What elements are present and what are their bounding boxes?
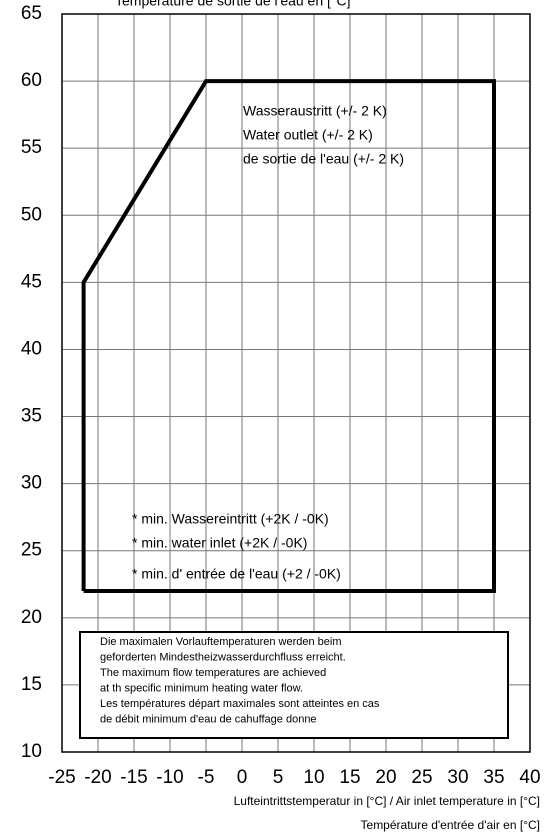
note-text: at th specific minimum heating water flo… <box>100 682 303 694</box>
y-tick-label: 65 <box>21 3 42 24</box>
y-tick-label: 35 <box>21 406 42 427</box>
note-text: Die maximalen Vorlauftemperaturen werden… <box>100 636 342 648</box>
x-tick-label: -15 <box>120 767 147 788</box>
plot-frame <box>61 13 531 753</box>
x-tick-label: 25 <box>411 767 432 788</box>
note-box <box>79 631 509 739</box>
chart-title: Température de sortie de l'eau en [°C] <box>115 0 351 9</box>
annotation: * min. Wassereintritt (+2K / -0K) <box>132 511 329 527</box>
x-tick-label: -10 <box>156 767 183 788</box>
annotation: Wasseraustritt (+/- 2 K) <box>243 103 387 119</box>
envelope-line <box>81 79 496 593</box>
y-tick-label: 60 <box>21 70 42 91</box>
x-tick-label: 10 <box>303 767 324 788</box>
y-tick-label: 15 <box>21 674 42 695</box>
annotation: * min. d' entrée de l'eau (+2 / -0K) <box>132 566 341 582</box>
y-tick-label: 55 <box>21 137 42 158</box>
y-tick-label: 50 <box>21 204 42 225</box>
note-text: Les températures départ maximales sont a… <box>100 698 380 710</box>
x-tick-label: -25 <box>48 767 75 788</box>
x-tick-label: 20 <box>375 767 396 788</box>
annotation: de sortie de l'eau (+/- 2 K) <box>243 151 404 167</box>
x-tick-label: -20 <box>84 767 111 788</box>
y-tick-label: 20 <box>21 607 42 628</box>
y-tick-label: 40 <box>21 338 42 359</box>
x-tick-label: 0 <box>237 767 248 788</box>
x-tick-label: 40 <box>519 767 540 788</box>
note-text: The maximum flow temperatures are achiev… <box>100 667 326 679</box>
note-text: geforderten Mindestheizwasserdurchfluss … <box>100 651 346 663</box>
annotation: Water outlet (+/- 2 K) <box>243 127 373 143</box>
y-tick-label: 30 <box>21 473 42 494</box>
note-text: de débit minimum d'eau de cahuffage donn… <box>100 713 317 725</box>
y-tick-label: 10 <box>21 741 42 762</box>
x-axis-label: Température d'entrée d'air en [°C] <box>361 818 540 832</box>
annotation: * min. water inlet (+2K / -0K) <box>132 535 307 551</box>
x-tick-label: 35 <box>483 767 504 788</box>
x-axis-label: Lufteintrittstemperatur in [°C] / Air in… <box>234 794 540 808</box>
x-tick-label: 15 <box>339 767 360 788</box>
y-tick-label: 25 <box>21 540 42 561</box>
x-tick-label: 5 <box>273 767 284 788</box>
y-tick-label: 45 <box>21 271 42 292</box>
x-tick-label: 30 <box>447 767 468 788</box>
x-tick-label: -5 <box>198 767 215 788</box>
